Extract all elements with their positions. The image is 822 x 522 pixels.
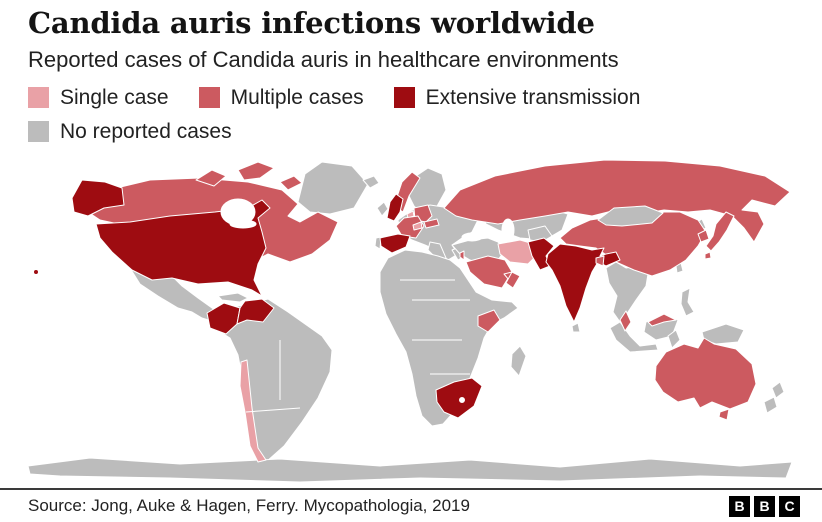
internal-borders: [245, 279, 470, 413]
legend-label: No reported cases: [60, 119, 232, 143]
black-sea: [461, 232, 483, 242]
country-iran: [497, 239, 539, 265]
footer: Source: Jong, Auke & Hagen, Ferry. Mycop…: [0, 490, 822, 522]
country-japan-south: [704, 251, 712, 260]
country-australia: [654, 337, 757, 410]
legend-item-single-case: Single case: [28, 86, 169, 110]
bbc-logo-block-b1: B: [729, 495, 750, 517]
lesotho-notch: [459, 397, 465, 403]
country-tasmania: [718, 408, 730, 421]
country-new-zealand-south: [763, 396, 778, 414]
country-oman: [505, 271, 521, 289]
bbc-logo-block-c: C: [779, 495, 800, 517]
country-afghanistan: [527, 225, 553, 243]
country-saudi-arabia: [465, 255, 513, 289]
country-canada-arctic-1: [195, 169, 227, 187]
country-malaysia-peninsula: [619, 310, 632, 332]
country-russia: [443, 159, 791, 243]
country-us-hawaii: [33, 269, 39, 275]
country-madagascar: [510, 345, 527, 377]
country-israel: [459, 250, 465, 261]
legend-item-no-reported-cases: No reported cases: [28, 120, 232, 144]
country-caribbean: [217, 292, 249, 303]
country-greenland: [297, 161, 369, 215]
country-canada-arctic-2: [237, 161, 275, 181]
legend-label: Single case: [60, 85, 169, 109]
bbc-logo-block-b2: B: [754, 495, 775, 517]
source-text: Source: Jong, Auke & Hagen, Ferry. Mycop…: [28, 496, 470, 515]
world-map-svg: [27, 159, 793, 483]
country-chile: [239, 359, 267, 463]
country-south-korea: [697, 229, 710, 243]
country-spain: [379, 233, 411, 254]
country-iceland: [362, 175, 380, 189]
legend: Single case Multiple cases Extensive tra…: [28, 86, 794, 144]
page-subtitle: Reported cases of Candida auris in healt…: [28, 46, 619, 72]
multiple-cases-swatch: [198, 87, 220, 109]
country-southeast-asia: [605, 261, 649, 323]
country-south-africa: [435, 377, 483, 419]
legend-item-multiple-cases: Multiple cases: [198, 85, 364, 110]
country-belgium: [406, 210, 415, 219]
world-map: [0, 150, 822, 487]
legend-row-2: No reported cases: [28, 120, 794, 144]
country-new-zealand: [771, 381, 785, 399]
country-africa: [379, 249, 519, 427]
country-sulawesi: [667, 329, 681, 349]
country-ireland: [376, 201, 389, 217]
country-malaysia-borneo: [647, 313, 677, 327]
country-austria: [423, 218, 440, 229]
legend-label: Extensive transmission: [425, 85, 641, 109]
country-bangladesh: [595, 255, 605, 267]
country-philippines: [680, 287, 695, 317]
great-lakes: [229, 219, 257, 229]
extensive-transmission-swatch: [393, 87, 415, 109]
country-canada-arctic-3: [279, 175, 303, 191]
country-portugal: [374, 236, 382, 250]
page-title: Candida auris infections worldwide: [28, 6, 595, 40]
country-mongolia: [597, 205, 664, 227]
country-kenya: [477, 309, 501, 333]
country-venezuela: [236, 298, 275, 325]
country-antarctica: [27, 457, 793, 483]
country-japan: [705, 211, 735, 252]
country-sri-lanka: [571, 322, 581, 333]
legend-label: Multiple cases: [230, 85, 364, 109]
legend-row-1: Single case Multiple cases Extensive tra…: [28, 86, 794, 110]
caspian-sea: [501, 218, 515, 242]
country-united-kingdom: [386, 193, 404, 222]
footer-divider: [0, 488, 822, 490]
legend-item-extensive-transmission: Extensive transmission: [393, 85, 641, 110]
bbc-logo: B B C: [729, 495, 800, 517]
country-us-alaska: [71, 179, 125, 217]
no-reported-cases-swatch: [28, 121, 49, 143]
single-case-swatch: [28, 87, 49, 109]
country-switzerland: [412, 221, 423, 231]
header: Candida auris infections worldwide Repor…: [0, 0, 822, 144]
